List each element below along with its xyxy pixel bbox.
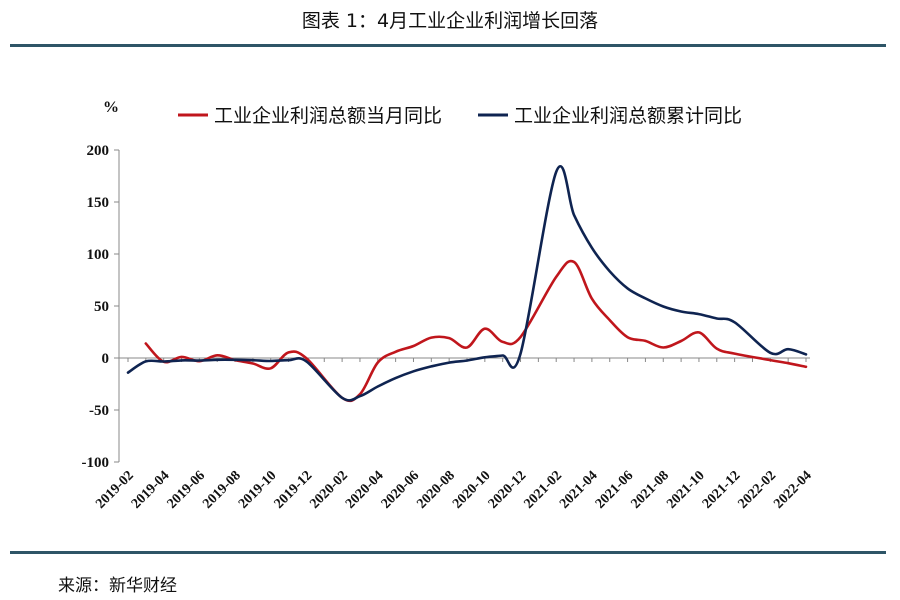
y-tick-label: 0 — [102, 351, 110, 367]
chart-canvas: % 工业企业利润总额当月同比 工业企业利润总额累计同比 -100 -50 0 50 10… — [82, 99, 815, 512]
y-tick-label: -50 — [89, 403, 109, 419]
bottom-rule — [10, 551, 886, 554]
x-tick-label: 2020-12 — [486, 468, 530, 512]
legend-label-cumulative: 工业企业利润总额累计同比 — [514, 105, 742, 127]
axes: -100 -50 0 50 100 150 200 2019-022019-042019-06… — [82, 143, 815, 512]
x-tick-label: 2019-12 — [272, 468, 316, 512]
x-tick-label: 2021-08 — [628, 468, 672, 512]
x-tick-label: 2019-08 — [200, 468, 244, 512]
source-note: 来源：新华财经 — [58, 576, 177, 596]
y-tick-label: 150 — [87, 195, 110, 211]
series-layer — [126, 165, 808, 403]
y-tick-label: 200 — [87, 143, 110, 159]
x-tick-label: 2021-02 — [521, 468, 565, 512]
x-tick-label: 2021-10 — [664, 468, 708, 512]
x-tick-label: 2020-02 — [307, 468, 351, 512]
top-rule — [10, 44, 886, 47]
x-tick-label: 2019-06 — [165, 468, 209, 512]
y-unit-label: % — [103, 99, 119, 116]
x-tick-label: 2022-04 — [771, 468, 815, 512]
x-tick-label: 2020-06 — [379, 468, 423, 512]
x-tick-label: 2021-04 — [557, 468, 601, 512]
series-line-monthly — [144, 259, 808, 403]
chart-title: 图表 1：4月工业企业利润增长回落 — [301, 10, 599, 32]
x-tick-label: 2020-08 — [414, 468, 458, 512]
x-tick-label: 2019-02 — [93, 468, 137, 512]
x-tick-label: 2022-02 — [736, 468, 780, 512]
y-tick-label: -100 — [82, 455, 110, 471]
x-tick-label: 2021-06 — [593, 468, 637, 512]
x-tick-label: 2020-04 — [343, 468, 387, 512]
x-tick-label: 2021-12 — [700, 468, 744, 512]
x-tick-label: 2019-04 — [129, 468, 173, 512]
y-tick-label: 100 — [87, 247, 110, 263]
x-tick-label: 2020-10 — [450, 468, 494, 512]
legend-label-monthly: 工业企业利润总额当月同比 — [214, 105, 442, 127]
legend: 工业企业利润总额当月同比 工业企业利润总额累计同比 — [178, 105, 742, 127]
x-tick-label: 2019-10 — [236, 468, 280, 512]
series-line-cumulative — [126, 165, 808, 402]
y-tick-label: 50 — [94, 299, 109, 315]
